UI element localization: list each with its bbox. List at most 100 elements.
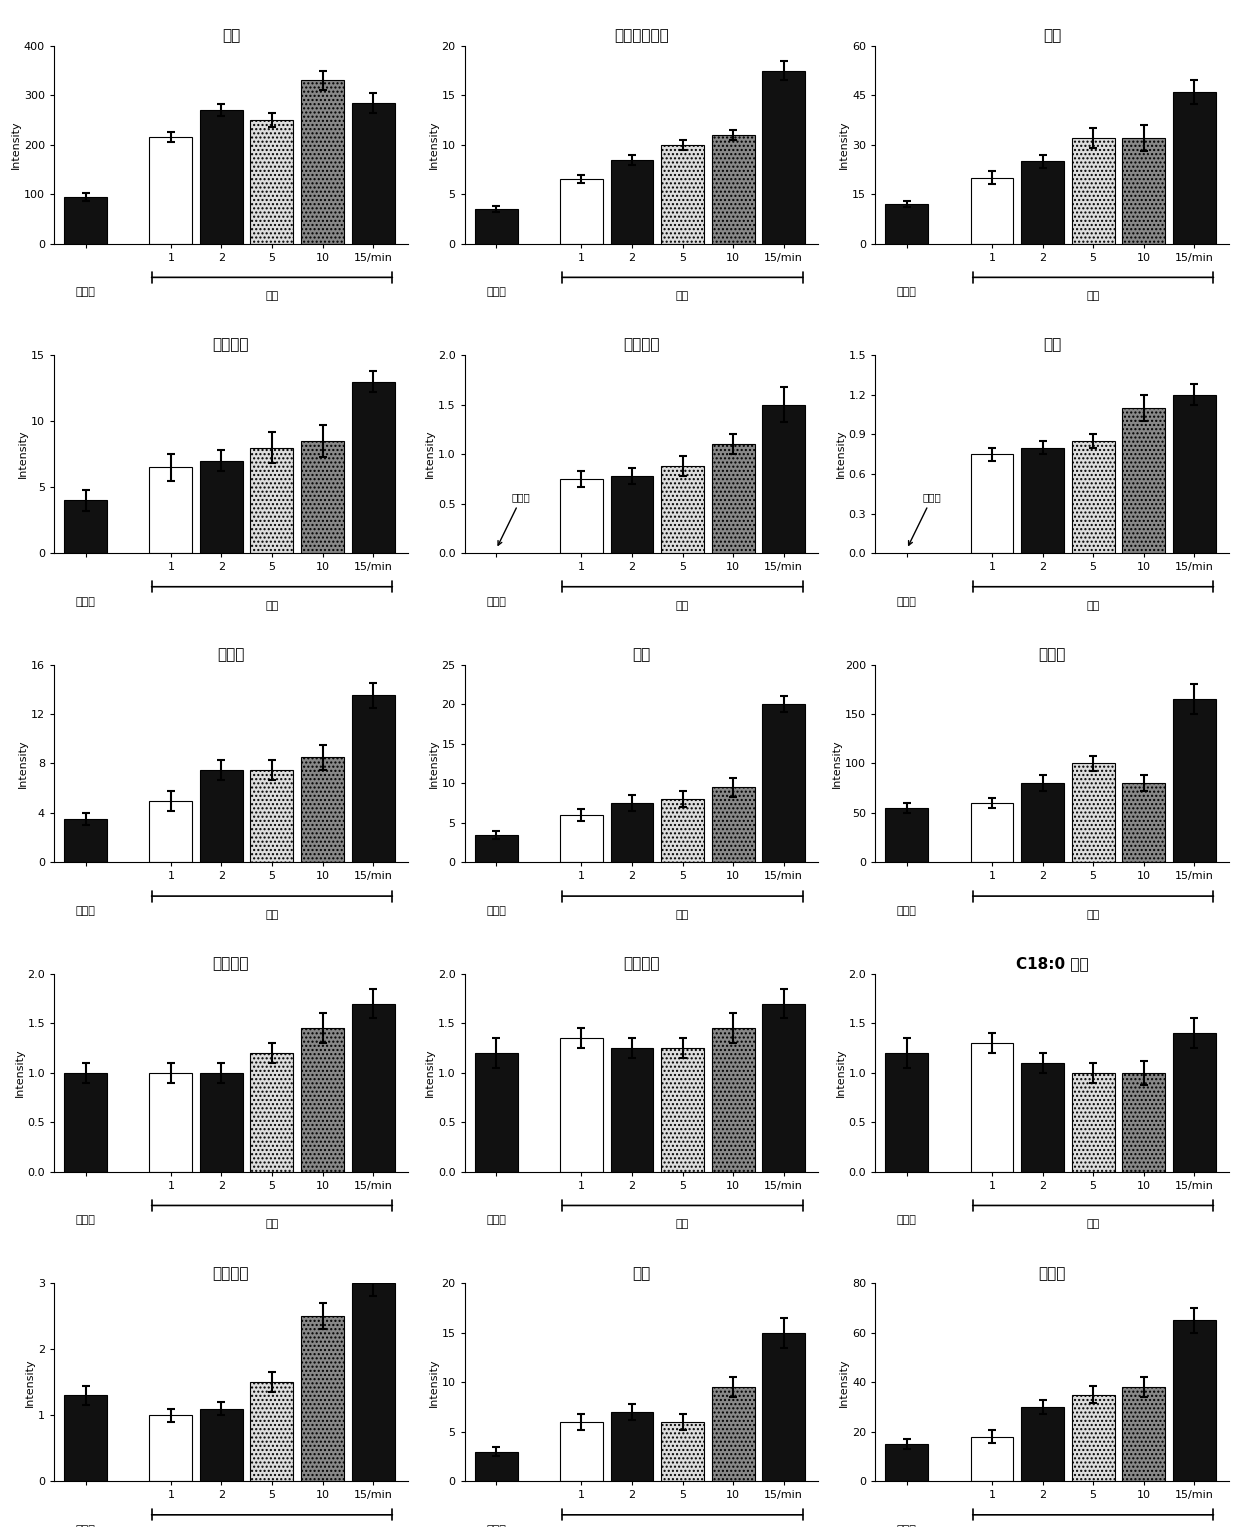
Bar [475,1452,517,1481]
Text: 无处理: 无处理 [897,1525,916,1527]
Bar [610,476,653,553]
Title: 组胺: 组胺 [1043,337,1061,353]
Text: 无处理: 无处理 [897,1215,916,1225]
Bar [352,382,394,553]
Y-axis label: Intensity: Intensity [425,429,435,478]
Text: 无处理: 无处理 [897,906,916,916]
Bar [64,197,107,244]
Bar [661,799,704,863]
Text: 丙酮: 丙酮 [265,600,279,611]
Bar [560,815,603,863]
Bar [301,1028,343,1171]
Text: 丙酮: 丙酮 [1086,600,1100,611]
Text: 丙酮: 丙酮 [676,910,689,919]
Text: 丙酮: 丙酮 [676,600,689,611]
Bar [1173,92,1215,244]
Bar [885,808,929,863]
Text: 未测到: 未测到 [909,493,941,545]
Title: 甜菜碱: 甜菜碱 [1038,647,1065,663]
Y-axis label: Intensity: Intensity [19,429,29,478]
Bar [661,145,704,244]
Bar [560,1038,603,1171]
Y-axis label: Intensity: Intensity [839,121,849,169]
Bar [971,454,1013,553]
Bar [64,1396,107,1481]
Bar [560,479,603,553]
Bar [1122,1387,1166,1481]
Bar [560,1422,603,1481]
Bar [560,179,603,244]
Title: 肉碱: 肉碱 [1043,29,1061,43]
Bar [1021,783,1064,863]
Bar [763,70,805,244]
Text: 无处理: 无处理 [897,597,916,606]
Bar [250,121,294,244]
Bar [475,835,517,863]
Bar [661,466,704,553]
Bar [1122,408,1166,553]
Bar [301,81,343,244]
Bar [150,1073,192,1171]
Text: 未测到: 未测到 [498,493,531,545]
Y-axis label: Intensity: Intensity [425,1049,435,1098]
Title: 肌酸: 肌酸 [632,1266,651,1281]
Text: 丙酮: 丙酮 [1086,910,1100,919]
Text: 无处理: 无处理 [486,906,506,916]
Bar [301,757,343,863]
Y-axis label: Intensity: Intensity [19,739,29,788]
Text: 丙酮: 丙酮 [265,1220,279,1229]
Bar [1071,764,1115,863]
Bar [200,461,243,553]
Bar [1021,1406,1064,1481]
Text: 丙酮: 丙酮 [1086,1220,1100,1229]
Bar [200,1408,243,1481]
Y-axis label: Intensity: Intensity [429,1358,439,1406]
Bar [200,110,243,244]
Text: 无处理: 无处理 [897,287,916,298]
Bar [971,1043,1013,1171]
Bar [352,102,394,244]
Bar [150,137,192,244]
Bar [64,501,107,553]
Bar [885,205,929,244]
Bar [1071,137,1115,244]
Bar [352,695,394,863]
Bar [1173,1321,1215,1481]
Bar [352,1283,394,1481]
Bar [250,770,294,863]
Y-axis label: Intensity: Intensity [836,1049,846,1098]
Bar [885,1445,929,1481]
Text: 无处理: 无处理 [486,287,506,298]
Bar [610,160,653,244]
Bar [1122,783,1166,863]
Bar [763,704,805,863]
Text: 无处理: 无处理 [486,1525,506,1527]
Bar [971,1437,1013,1481]
Title: 胆碱: 胆碱 [222,29,241,43]
Bar [64,1073,107,1171]
Bar [763,1333,805,1481]
Bar [250,1382,294,1481]
Bar [712,1387,754,1481]
Title: 组氨酸: 组氨酸 [1038,1266,1065,1281]
Y-axis label: Intensity: Intensity [429,121,439,169]
Y-axis label: Intensity: Intensity [25,1358,35,1406]
Bar [712,1028,754,1171]
Text: 无处理: 无处理 [76,1525,95,1527]
Bar [1122,1073,1166,1171]
Title: 乙酰胆碱: 乙酰胆碱 [212,1266,249,1281]
Text: 丙酮: 丙酮 [676,1220,689,1229]
Title: C18:0 肉碱: C18:0 肉碱 [1016,956,1089,971]
Bar [661,1422,704,1481]
Y-axis label: Intensity: Intensity [429,739,439,788]
Bar [200,1073,243,1171]
Title: 甘油磷酸胆碱: 甘油磷酸胆碱 [614,29,668,43]
Text: 无处理: 无处理 [76,287,95,298]
Bar [475,1054,517,1171]
Bar [1173,699,1215,863]
Bar [610,1048,653,1171]
Bar [301,441,343,553]
Y-axis label: Intensity: Intensity [15,1049,25,1098]
Text: 无处理: 无处理 [76,1215,95,1225]
Bar [150,800,192,863]
